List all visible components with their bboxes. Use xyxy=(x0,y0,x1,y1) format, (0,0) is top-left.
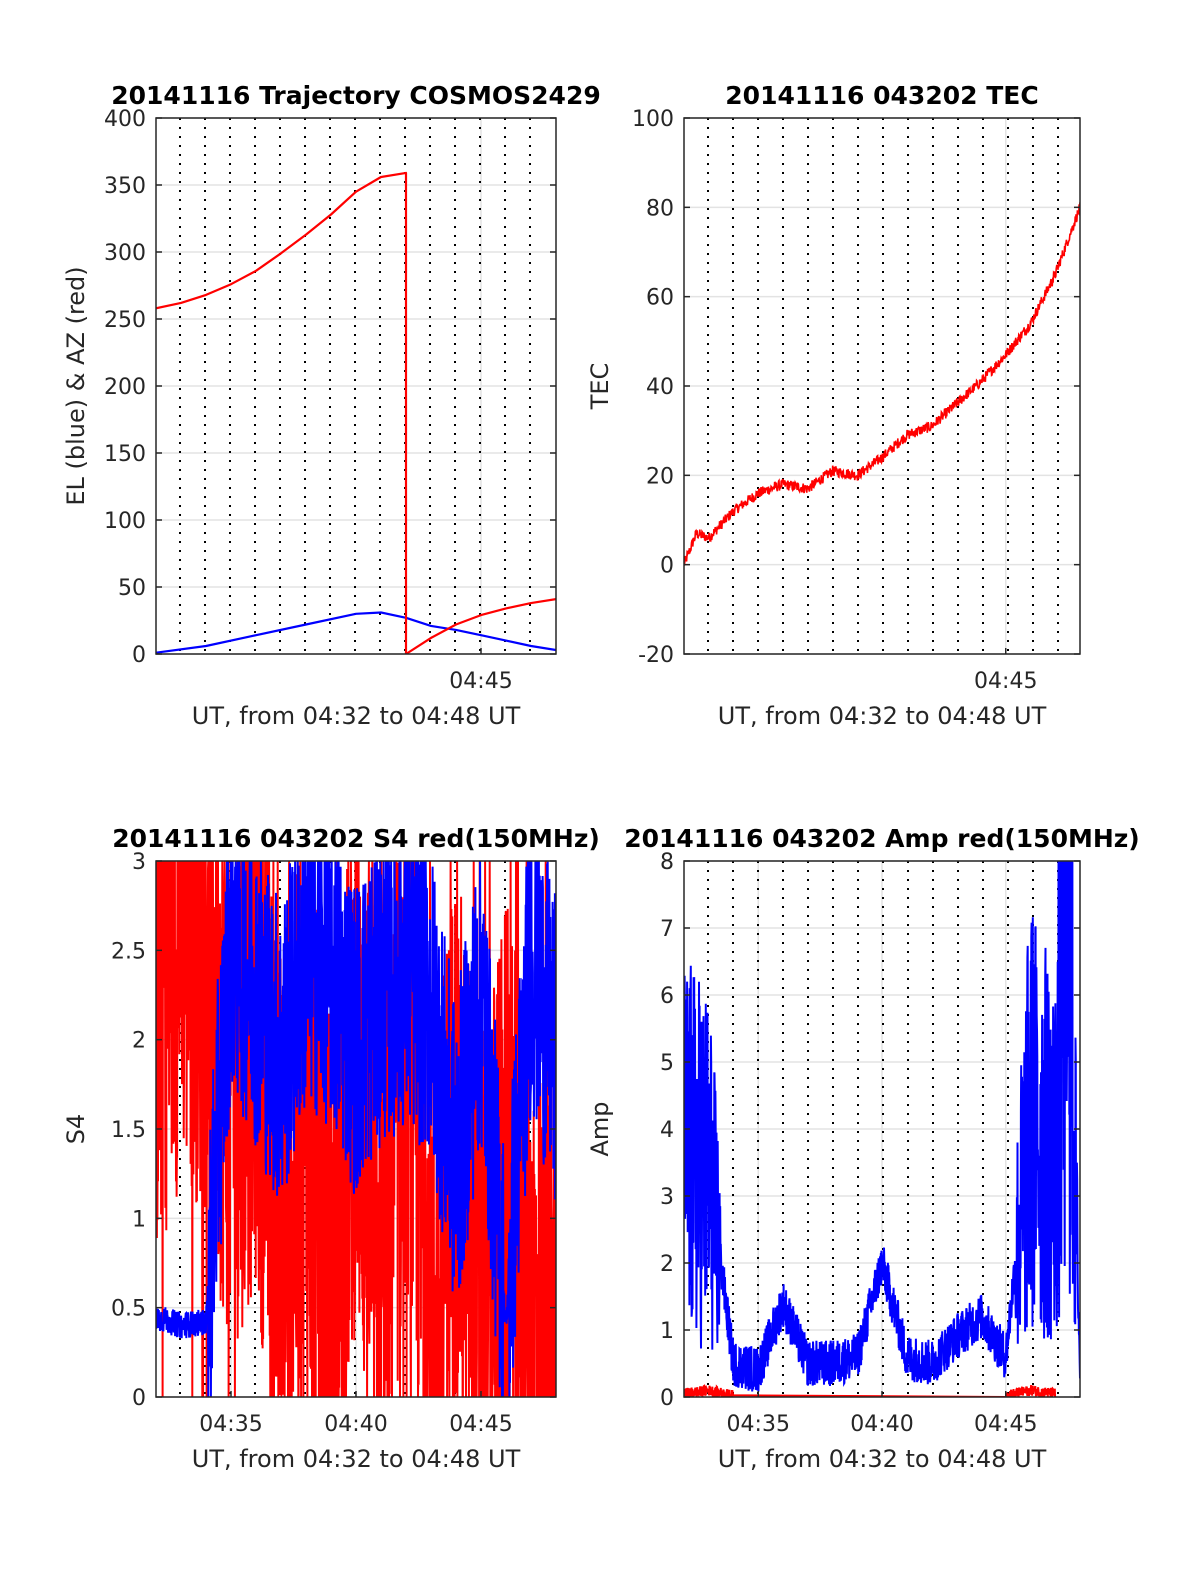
data-area xyxy=(684,202,1080,566)
y-axis-label: TEC xyxy=(586,363,614,411)
y-tick-label: 0 xyxy=(132,1386,146,1411)
y-axis-label: EL (blue) & AZ (red) xyxy=(62,266,90,505)
y-tick-label: 100 xyxy=(632,107,674,132)
x-tick-label: 04:40 xyxy=(324,1412,387,1437)
x-tick-label: 04:35 xyxy=(199,1412,262,1437)
y-tick-label: 1.5 xyxy=(111,1118,146,1143)
chart-title: 20141116 Trajectory COSMOS2429 xyxy=(111,81,601,110)
y-tick-label: 6 xyxy=(660,984,674,1009)
y-tick-label: 3 xyxy=(660,1185,674,1210)
x-tick-label: 04:35 xyxy=(727,1412,790,1437)
y-tick-label: 300 xyxy=(104,241,146,266)
y-tick-label: 8 xyxy=(660,850,674,875)
chart-panel-3: 0 0.5 1 1.5 2 2.5 3 04:35 04:40 04:45 20141116 043… xyxy=(62,824,600,1473)
y-tick-label: 80 xyxy=(646,196,674,221)
y-tick-label: 250 xyxy=(104,308,146,333)
x-axis-label: UT, from 04:32 to 04:48 UT xyxy=(192,702,521,730)
series-line-tec xyxy=(684,202,1080,566)
y-tick-label: 2.5 xyxy=(111,939,146,964)
y-tick-label: 7 xyxy=(660,917,674,942)
y-tick-label: 5 xyxy=(660,1051,674,1076)
x-axis-label: UT, from 04:32 to 04:48 UT xyxy=(718,1445,1047,1473)
y-tick-label: 350 xyxy=(104,174,146,199)
y-tick-label: 3 xyxy=(132,850,146,875)
y-tick-label: 2 xyxy=(660,1252,674,1277)
series-line-blue xyxy=(156,861,556,1397)
x-tick-label: 04:40 xyxy=(850,1412,913,1437)
y-tick-label: 0 xyxy=(132,643,146,668)
y-tick-label: 4 xyxy=(660,1118,674,1143)
x-tick-label: 04:45 xyxy=(974,669,1037,694)
series-line-az xyxy=(156,171,556,654)
y-tick-label: -20 xyxy=(638,643,674,668)
x-tick-label: 04:45 xyxy=(449,1412,512,1437)
series-line-red xyxy=(684,1384,1057,1397)
chart-title: 20141116 043202 S4 red(150MHz) xyxy=(112,824,600,853)
y-tick-label: 50 xyxy=(118,576,146,601)
chart-title: 20141116 043202 TEC xyxy=(725,81,1038,110)
y-tick-label: 200 xyxy=(104,375,146,400)
chart-panel-1: 0 50 100 150 200 250 300 350 400 04:45 20141116 Tr… xyxy=(62,81,601,730)
x-tick-label: 04:45 xyxy=(449,669,512,694)
x-axis-label: UT, from 04:32 to 04:48 UT xyxy=(192,1445,521,1473)
y-tick-label: 60 xyxy=(646,286,674,311)
y-tick-label: 0 xyxy=(660,554,674,579)
y-tick-label: 20 xyxy=(646,464,674,489)
chart-title: 20141116 043202 Amp red(150MHz) xyxy=(624,824,1140,853)
y-tick-label: 100 xyxy=(104,509,146,534)
y-axis-label: S4 xyxy=(62,1114,90,1145)
y-tick-label: 400 xyxy=(104,107,146,132)
chart-panel-4: 0 1 2 3 4 5 6 7 8 04:35 04:40 04:45 20141116 043202 … xyxy=(586,824,1140,1473)
y-axis-label: Amp xyxy=(586,1101,614,1156)
chart-panel-2: -20 0 20 40 60 80 100 04:45 20141116 043202 TEC U… xyxy=(586,81,1081,730)
y-tick-label: 0 xyxy=(660,1386,674,1411)
y-tick-label: 40 xyxy=(646,375,674,400)
y-tick-label: 150 xyxy=(104,442,146,467)
y-tick-label: 2 xyxy=(132,1029,146,1054)
y-tick-label: 0.5 xyxy=(111,1297,146,1322)
x-tick-label: 04:45 xyxy=(974,1412,1037,1437)
x-axis-label: UT, from 04:32 to 04:48 UT xyxy=(718,702,1047,730)
y-tick-label: 1 xyxy=(660,1319,674,1344)
y-tick-label: 1 xyxy=(132,1207,146,1232)
series-line-blue xyxy=(684,861,1080,1392)
